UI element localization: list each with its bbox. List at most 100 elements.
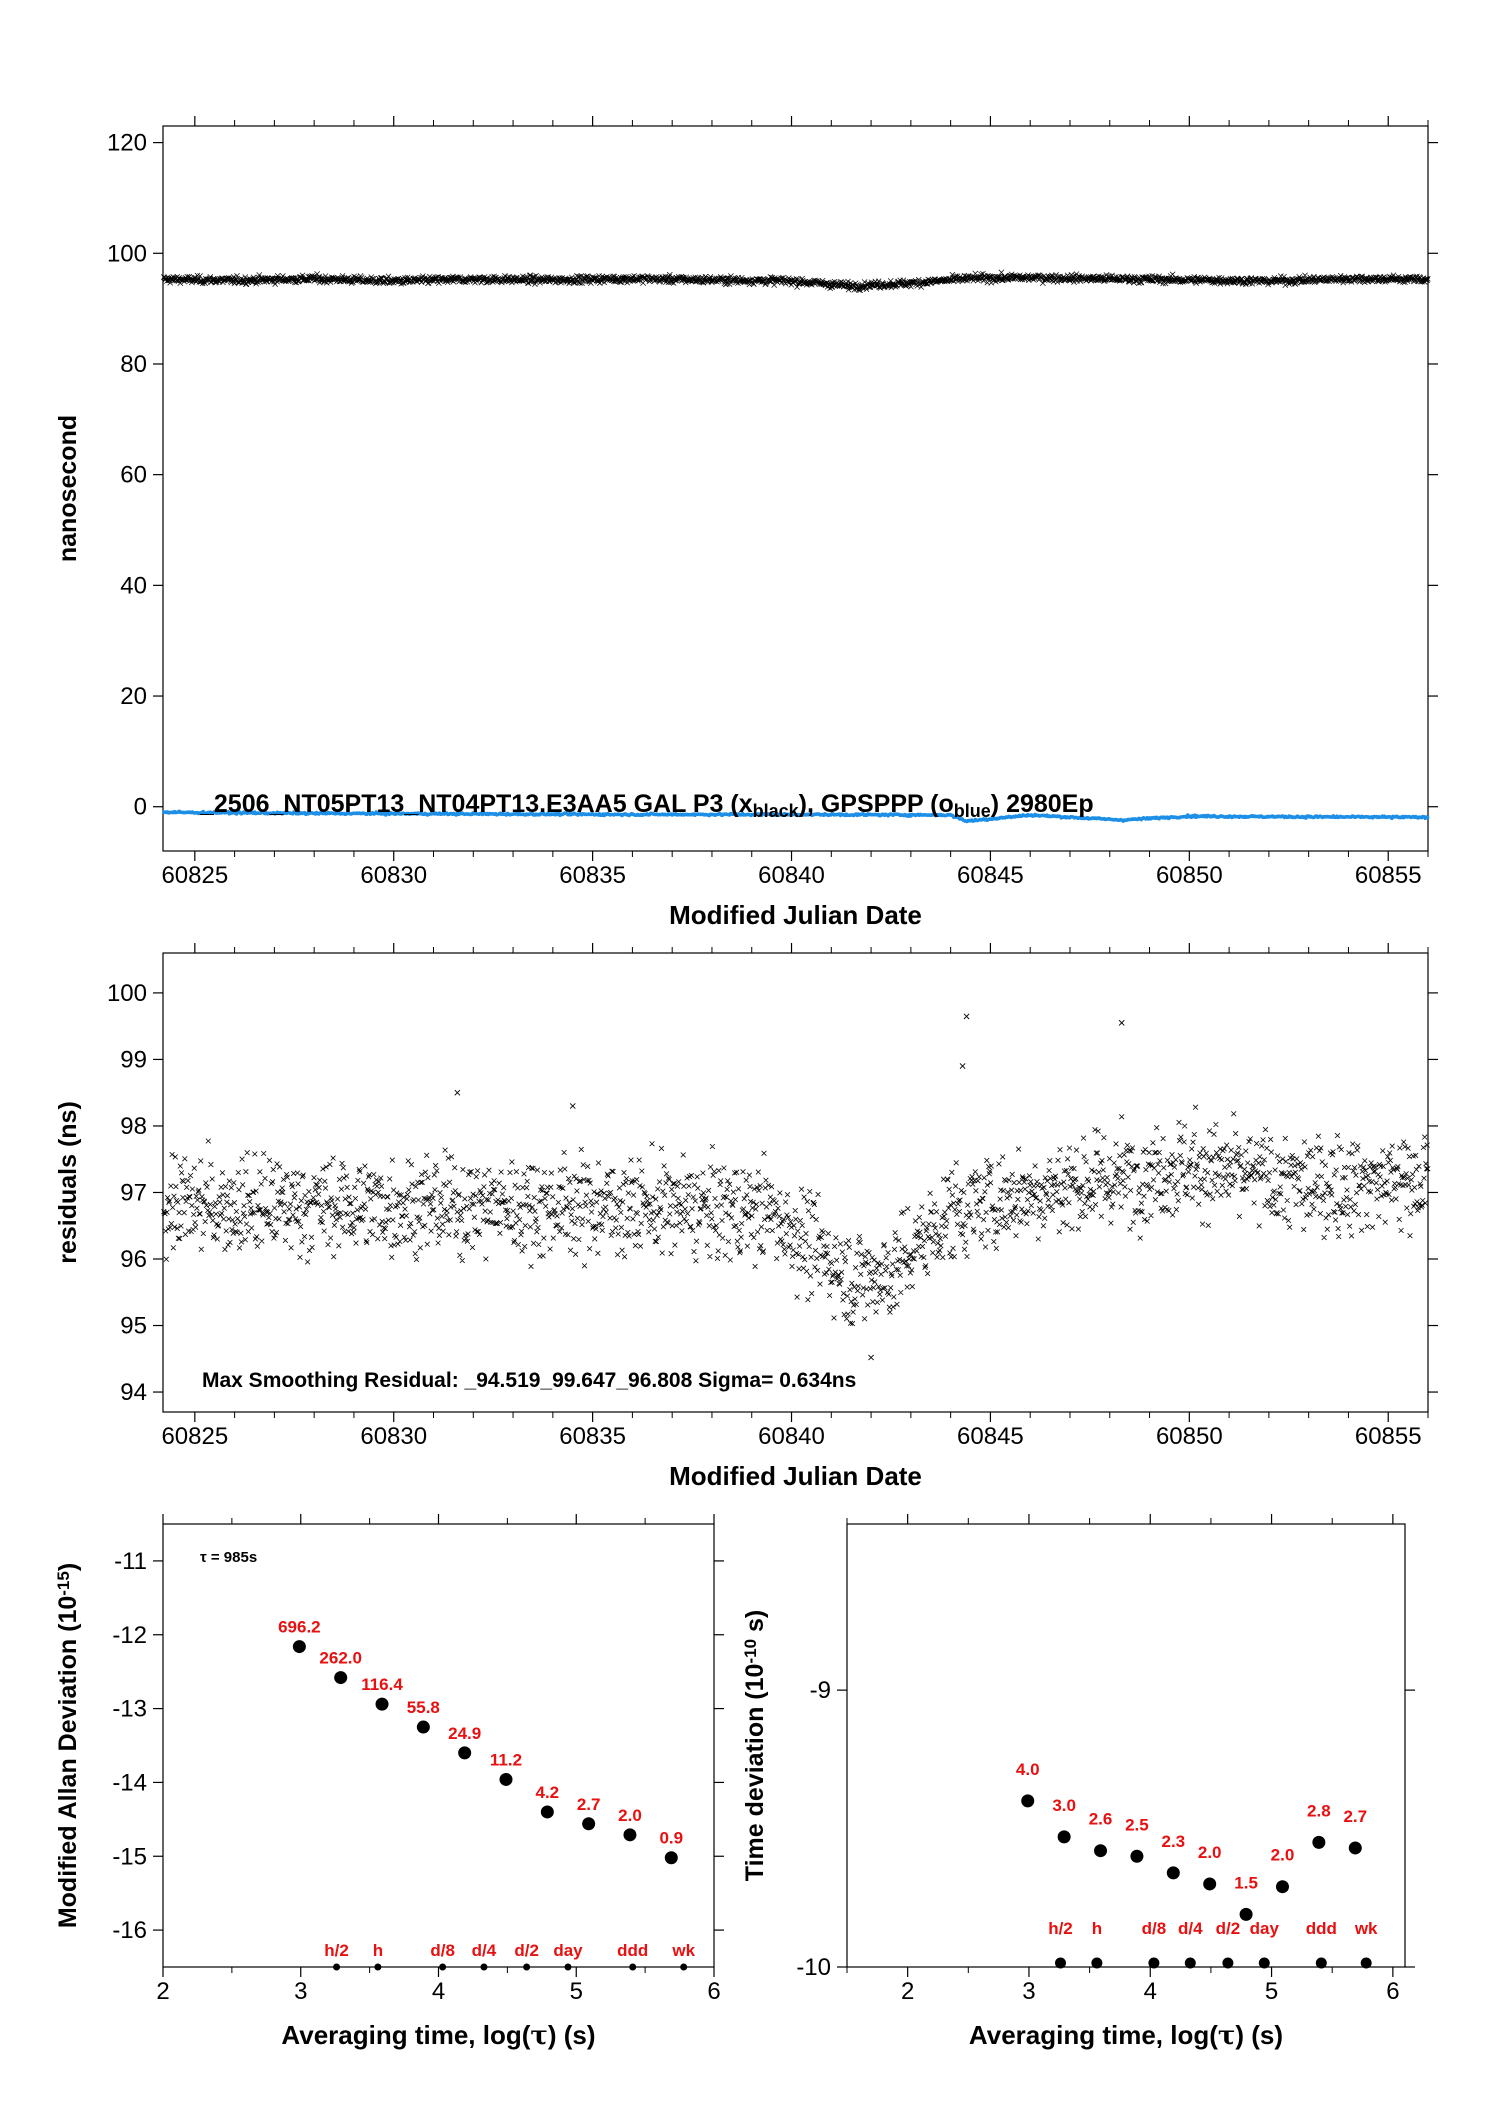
data-point <box>1057 1830 1071 1844</box>
data-point <box>1275 1880 1289 1894</box>
data-point <box>664 1851 678 1865</box>
x-tick-label: 60830 <box>360 1423 427 1450</box>
y-tick-label: 120 <box>107 130 147 157</box>
data-label: 1.5 <box>1234 1873 1258 1892</box>
label-part: Averaging time, log( <box>281 2020 530 2050</box>
x-tick-label: 60825 <box>161 862 228 889</box>
x-tick-label: 60850 <box>1156 862 1223 889</box>
x-tick-label: 60855 <box>1355 1423 1422 1450</box>
data-label: 3.0 <box>1052 1796 1076 1815</box>
label-part: ) (s) <box>548 2020 596 2050</box>
data-label: 2.3 <box>1161 1832 1185 1851</box>
x-tick-label: 6 <box>1386 1978 1399 2005</box>
data-point-x <box>959 1063 966 1070</box>
y-tick-label: 40 <box>120 572 147 599</box>
period-label: h/2 <box>324 1941 349 1960</box>
data-label: 2.7 <box>1343 1807 1367 1826</box>
period-label: wk <box>1354 1919 1378 1938</box>
plot-frame <box>162 1523 715 1968</box>
data-point <box>458 1746 472 1760</box>
y-tick-label: 95 <box>120 1313 147 1340</box>
data-label: 2.6 <box>1089 1810 1113 1829</box>
data-label: 696.2 <box>278 1618 321 1637</box>
residual-annotation: Max Smoothing Residual: _94.519_99.647_9… <box>202 1369 856 1392</box>
y-tick-label: -9 <box>810 1677 831 1704</box>
data-point <box>1203 1877 1217 1891</box>
period-marker <box>333 1963 341 1971</box>
residual-points <box>161 1013 1431 1361</box>
period-label: d/4 <box>472 1941 497 1960</box>
label-part: ), GPSPPP (o <box>799 790 954 818</box>
period-label: ddd <box>1306 1919 1337 1938</box>
data-point-x <box>963 1013 970 1020</box>
x-tick-label: 60830 <box>360 862 427 889</box>
x-axis-label: Modified Julian Date <box>669 1461 922 1491</box>
y-tick-label: 100 <box>107 980 147 1007</box>
label-part: ) 2980Ep <box>991 790 1094 818</box>
x-tick-label: 60840 <box>758 1423 825 1450</box>
y-tick-label: 0 <box>134 794 147 821</box>
subscript: black <box>753 801 800 821</box>
plot-frame <box>846 1523 1406 1968</box>
data-point-x <box>569 1103 576 1109</box>
x-tick-label: 3 <box>294 1978 307 2005</box>
y-tick-label: -13 <box>112 1696 147 1723</box>
period-marker <box>629 1963 637 1971</box>
y-tick-label: 98 <box>120 1113 147 1140</box>
data-point <box>1094 1844 1108 1858</box>
period-marker <box>1222 1957 1234 1969</box>
x-tick-label: 4 <box>1144 1978 1157 2005</box>
y-tick-label: 80 <box>120 351 147 378</box>
period-label: h <box>373 1941 383 1960</box>
period-marker <box>1258 1957 1270 1969</box>
tau-symbol: τ <box>530 2021 548 2051</box>
data-label: 24.9 <box>448 1724 481 1743</box>
period-marker <box>1091 1957 1103 1969</box>
label-part: Averaging time, log( <box>969 2020 1218 2050</box>
period-label: day <box>553 1941 583 1960</box>
y-axis-label: Time deviation (10-10 s) <box>741 1610 769 1881</box>
data-point <box>416 1720 430 1734</box>
x-tick-label: 60840 <box>758 862 825 889</box>
period-label: d/4 <box>1178 1919 1203 1938</box>
x-tick-label: 2 <box>901 1978 914 2005</box>
y-axis-label: Modified Allan Deviation (10-15) <box>54 1563 82 1928</box>
x-tick-label: 5 <box>1265 1978 1278 2005</box>
y-tick-label: 60 <box>120 462 147 489</box>
data-label: 55.8 <box>407 1698 440 1717</box>
y-tick-label: 97 <box>120 1179 147 1206</box>
x-tick-label: 60825 <box>161 1423 228 1450</box>
data-label: 2.5 <box>1125 1815 1149 1834</box>
superscript: -10 <box>741 1639 760 1664</box>
tau-note: τ = 985s <box>200 1549 257 1566</box>
y-tick-label: 99 <box>120 1046 147 1073</box>
x-axis-label: Modified Julian Date <box>669 900 922 930</box>
period-marker <box>523 1963 531 1971</box>
y-tick-label: 20 <box>120 683 147 710</box>
y-tick-label: -12 <box>112 1622 147 1649</box>
plot-frame <box>162 952 1429 1413</box>
series-black <box>160 269 1431 294</box>
period-marker <box>1315 1957 1327 1969</box>
data-label: 2.0 <box>1271 1846 1295 1865</box>
data-point <box>499 1772 513 1786</box>
data-label: 4.0 <box>1016 1760 1040 1779</box>
label-part: ) (s) <box>1235 2020 1283 2050</box>
data-label: 2.7 <box>577 1795 601 1814</box>
x-tick-label: 60855 <box>1355 862 1422 889</box>
period-label: h/2 <box>1048 1919 1073 1938</box>
period-label: h <box>1092 1919 1102 1938</box>
data-label: 116.4 <box>361 1675 403 1694</box>
x-tick-label: 60850 <box>1156 1423 1223 1450</box>
data-point <box>1021 1794 1035 1808</box>
period-marker <box>1054 1957 1066 1969</box>
x-tick-label: 60845 <box>957 1423 1024 1450</box>
x-tick-label: 60845 <box>957 862 1024 889</box>
x-tick-label: 4 <box>432 1978 445 2005</box>
y-tick-label: 96 <box>120 1246 147 1273</box>
label-part: Time deviation (10 <box>741 1664 769 1882</box>
x-tick-label: 6 <box>707 1978 720 2005</box>
y-tick-label: 100 <box>107 240 147 267</box>
